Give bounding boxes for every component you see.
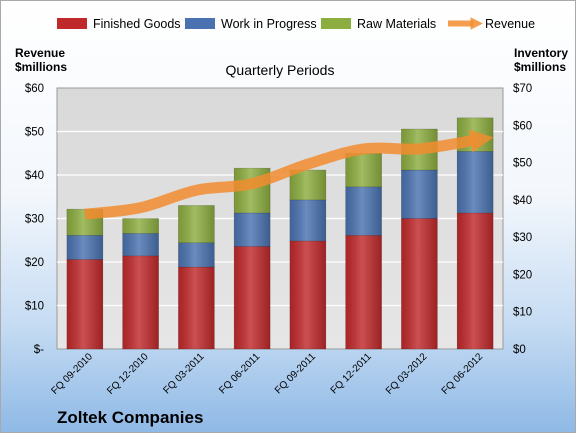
legend-item-revenue: Revenue [448, 17, 535, 31]
bar-shading [345, 153, 382, 187]
bar-shading [122, 233, 159, 256]
x-tick-label: FQ 09-2011 [273, 351, 318, 396]
right-axis-title-line2: $millions [514, 60, 566, 74]
revenue-series [84, 129, 494, 220]
right-tick-label: $20 [513, 269, 532, 281]
x-axis-tick-labels: FQ 09-2010 FQ 12-2010 FQ 03-2011 FQ 06-2011… [49, 351, 485, 397]
legend-item-work-in-progress: Work in Progress [185, 17, 317, 31]
bar-shading [66, 235, 103, 260]
bar-shading [178, 205, 215, 243]
bar-shading [289, 240, 326, 349]
bar-shading [234, 212, 271, 247]
bar-shading [401, 218, 438, 349]
left-tick-label: $30 [25, 214, 44, 226]
bar-shading [457, 151, 494, 213]
bars [66, 117, 494, 350]
bar-shading [289, 170, 326, 200]
bar-shading [66, 259, 103, 349]
x-tick-label: FQ 06-2011 [217, 351, 262, 396]
x-tick-label: FQ 06-2012 [440, 351, 486, 397]
bar-shading [345, 235, 382, 349]
bar-shading [178, 242, 215, 267]
left-axis-title-line1: Revenue [15, 46, 65, 60]
x-tick-label: FQ 03-2012 [384, 351, 430, 397]
right-tick-label: $40 [513, 195, 532, 207]
legend-swatch-raw-materials [321, 18, 351, 29]
legend-label-finished-goods: Finished Goods [93, 17, 181, 31]
bar-shading [457, 212, 494, 349]
bar-shading [289, 199, 326, 241]
right-tick-label: $50 [513, 158, 532, 170]
legend-swatch-work-in-progress [185, 18, 215, 29]
x-tick-label: FQ 12-2010 [105, 351, 151, 397]
bar-shading [178, 266, 215, 349]
left-axis-title-line2: $millions [15, 60, 67, 74]
left-tick-label: $60 [25, 83, 44, 95]
left-axis-ticks: $- $10 $20 $30 $40 $50 $60 [25, 83, 44, 356]
left-tick-label: $40 [25, 170, 44, 182]
right-tick-label: $30 [513, 232, 532, 244]
x-tick-label: FQ 09-2010 [49, 351, 95, 397]
chart-title: Quarterly Periods [226, 62, 335, 78]
x-tick-label: FQ 03-2011 [162, 351, 207, 396]
right-axis-ticks: $0 $10 $20 $30 $40 $50 $60 $70 [513, 83, 532, 356]
company-name: Zoltek Companies [57, 408, 203, 427]
legend-label-raw-materials: Raw Materials [357, 17, 436, 31]
bar-shading [122, 218, 159, 234]
bar-shading [122, 255, 159, 349]
legend-item-raw-materials: Raw Materials [321, 17, 436, 31]
left-tick-label: $10 [25, 301, 44, 313]
bar-shading [345, 186, 382, 236]
bar-shading [234, 246, 271, 349]
left-tick-label: $20 [25, 257, 44, 269]
right-tick-label: $0 [513, 344, 526, 356]
legend-item-finished-goods: Finished Goods [57, 17, 181, 31]
bar-shading [401, 170, 438, 219]
right-axis-title-line1: Inventory [514, 46, 568, 60]
legend: Finished Goods Work in Progress Raw Mate… [57, 17, 535, 31]
right-tick-label: $70 [513, 83, 532, 95]
left-tick-label: $- [34, 344, 44, 356]
left-tick-label: $50 [25, 127, 44, 139]
right-tick-label: $60 [513, 120, 532, 132]
revenue-line [84, 129, 494, 220]
legend-label-work-in-progress: Work in Progress [221, 17, 317, 31]
legend-swatch-finished-goods [57, 18, 87, 29]
right-tick-label: $10 [513, 307, 532, 319]
x-tick-label: FQ 12-2011 [329, 351, 374, 396]
legend-label-revenue: Revenue [485, 17, 535, 31]
